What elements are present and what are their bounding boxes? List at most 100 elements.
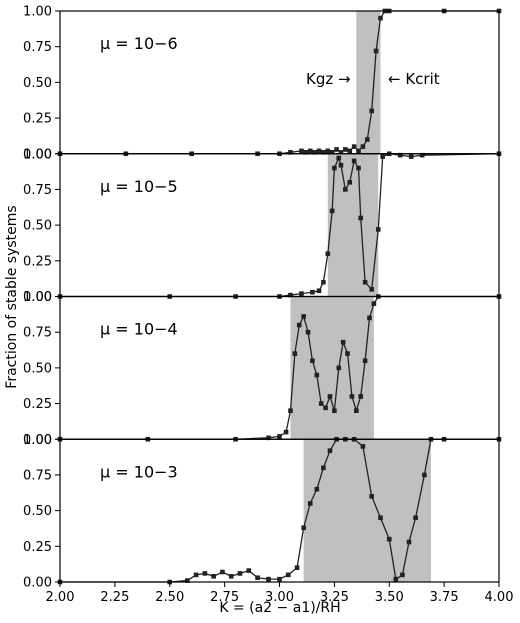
y-tick-label: 0.00 <box>23 576 52 591</box>
panel-frame <box>59 438 500 583</box>
data-point <box>202 571 208 576</box>
y-tick-label: 0.00 <box>23 290 52 305</box>
data-point <box>307 501 313 506</box>
data-point <box>343 187 348 192</box>
panel-4 <box>57 436 502 585</box>
data-point <box>220 569 225 575</box>
y-tick-label: 0.25 <box>23 112 52 127</box>
data-point <box>369 494 374 499</box>
data-point <box>305 329 311 335</box>
y-tick-label: 0.50 <box>23 504 52 519</box>
data-point <box>314 372 320 378</box>
x-tick-label: 3.25 <box>320 590 349 605</box>
data-point <box>338 162 344 168</box>
data-point <box>288 150 293 155</box>
kcrit-annotation: ← Kcrit <box>388 70 440 88</box>
data-point <box>292 351 298 356</box>
data-point <box>266 435 271 441</box>
data-point <box>419 152 425 158</box>
data-point <box>266 576 271 582</box>
data-point <box>288 408 293 413</box>
data-point <box>400 572 405 578</box>
y-tick-label: 0.50 <box>23 219 52 234</box>
x-tick-label: 3.00 <box>265 590 294 605</box>
y-tick-label: 0.00 <box>23 147 52 162</box>
x-tick-label: 2.25 <box>100 590 129 605</box>
data-point <box>332 165 337 171</box>
data-point <box>347 148 353 154</box>
data-point <box>321 465 326 471</box>
data-point <box>318 401 324 406</box>
y-tick-label: 0.25 <box>23 254 52 269</box>
data-point <box>237 571 243 576</box>
data-point <box>283 429 289 435</box>
data-point <box>378 515 383 521</box>
data-point <box>349 394 355 399</box>
data-point <box>362 358 368 364</box>
data-point <box>211 573 216 579</box>
y-tick-label: 0.75 <box>23 183 52 198</box>
data-point <box>360 444 366 449</box>
data-point <box>380 154 385 159</box>
data-point <box>193 572 199 578</box>
panel-label: μ = 10−5 <box>100 177 178 196</box>
data-point <box>358 394 364 399</box>
data-point <box>323 405 328 411</box>
data-point <box>329 208 335 214</box>
y-tick-label: 1.00 <box>23 147 52 162</box>
data-point <box>369 287 374 292</box>
data-point <box>303 150 309 155</box>
data-point <box>365 137 370 142</box>
x-axis-label: K = (a2 − a1)/RH <box>219 600 340 616</box>
data-point <box>299 291 304 296</box>
x-tick-label: 2.00 <box>46 590 75 605</box>
data-point <box>340 339 346 345</box>
y-tick-label: 0.75 <box>23 326 52 341</box>
data-point <box>367 315 372 321</box>
panels-layer <box>57 8 502 585</box>
data-point <box>378 15 383 21</box>
x-tick-label: 2.50 <box>155 590 184 605</box>
x-tick-label: 3.75 <box>430 590 459 605</box>
data-point <box>336 155 342 161</box>
data-point <box>296 322 302 328</box>
x-tick-label: 2.75 <box>210 590 239 605</box>
data-point <box>294 565 300 571</box>
data-point <box>255 575 260 581</box>
panel-label: μ = 10−6 <box>100 34 178 53</box>
data-point <box>314 486 320 492</box>
data-point <box>316 148 322 154</box>
data-point <box>310 289 315 295</box>
shaded-band <box>327 153 379 297</box>
panel-label: μ = 10−3 <box>100 462 178 481</box>
data-point <box>356 165 361 171</box>
axes-layer: μ = 10−6 0.00 0.25 0.50 0.75 1.00 μ = 10−5 0.00… <box>23 5 513 606</box>
y-axis-label: Fraction of stable systems <box>4 205 20 388</box>
data-point <box>358 215 364 221</box>
series-line <box>60 153 500 298</box>
data-point <box>351 158 357 164</box>
y-tick-label: 1.00 <box>23 433 52 448</box>
data-point <box>360 144 366 149</box>
data-point <box>373 48 379 54</box>
data-point <box>408 154 414 159</box>
x-tick-label: 3.50 <box>375 590 404 605</box>
panel-frame <box>59 153 500 298</box>
data-point <box>406 539 412 545</box>
y-tick-label: 0.50 <box>23 76 52 91</box>
data-point <box>277 434 282 439</box>
y-tick-label: 0.50 <box>23 361 52 376</box>
data-point <box>327 448 333 453</box>
data-point <box>332 408 337 413</box>
series-line <box>60 295 499 440</box>
y-tick-label: 1.00 <box>23 290 52 305</box>
data-point <box>422 472 427 478</box>
panel-2 <box>57 151 502 299</box>
y-tick-label: 0.25 <box>23 397 52 412</box>
data-point <box>345 351 350 356</box>
data-point <box>362 279 368 285</box>
data-point <box>312 150 317 155</box>
data-point <box>310 358 315 364</box>
data-point <box>386 536 392 542</box>
